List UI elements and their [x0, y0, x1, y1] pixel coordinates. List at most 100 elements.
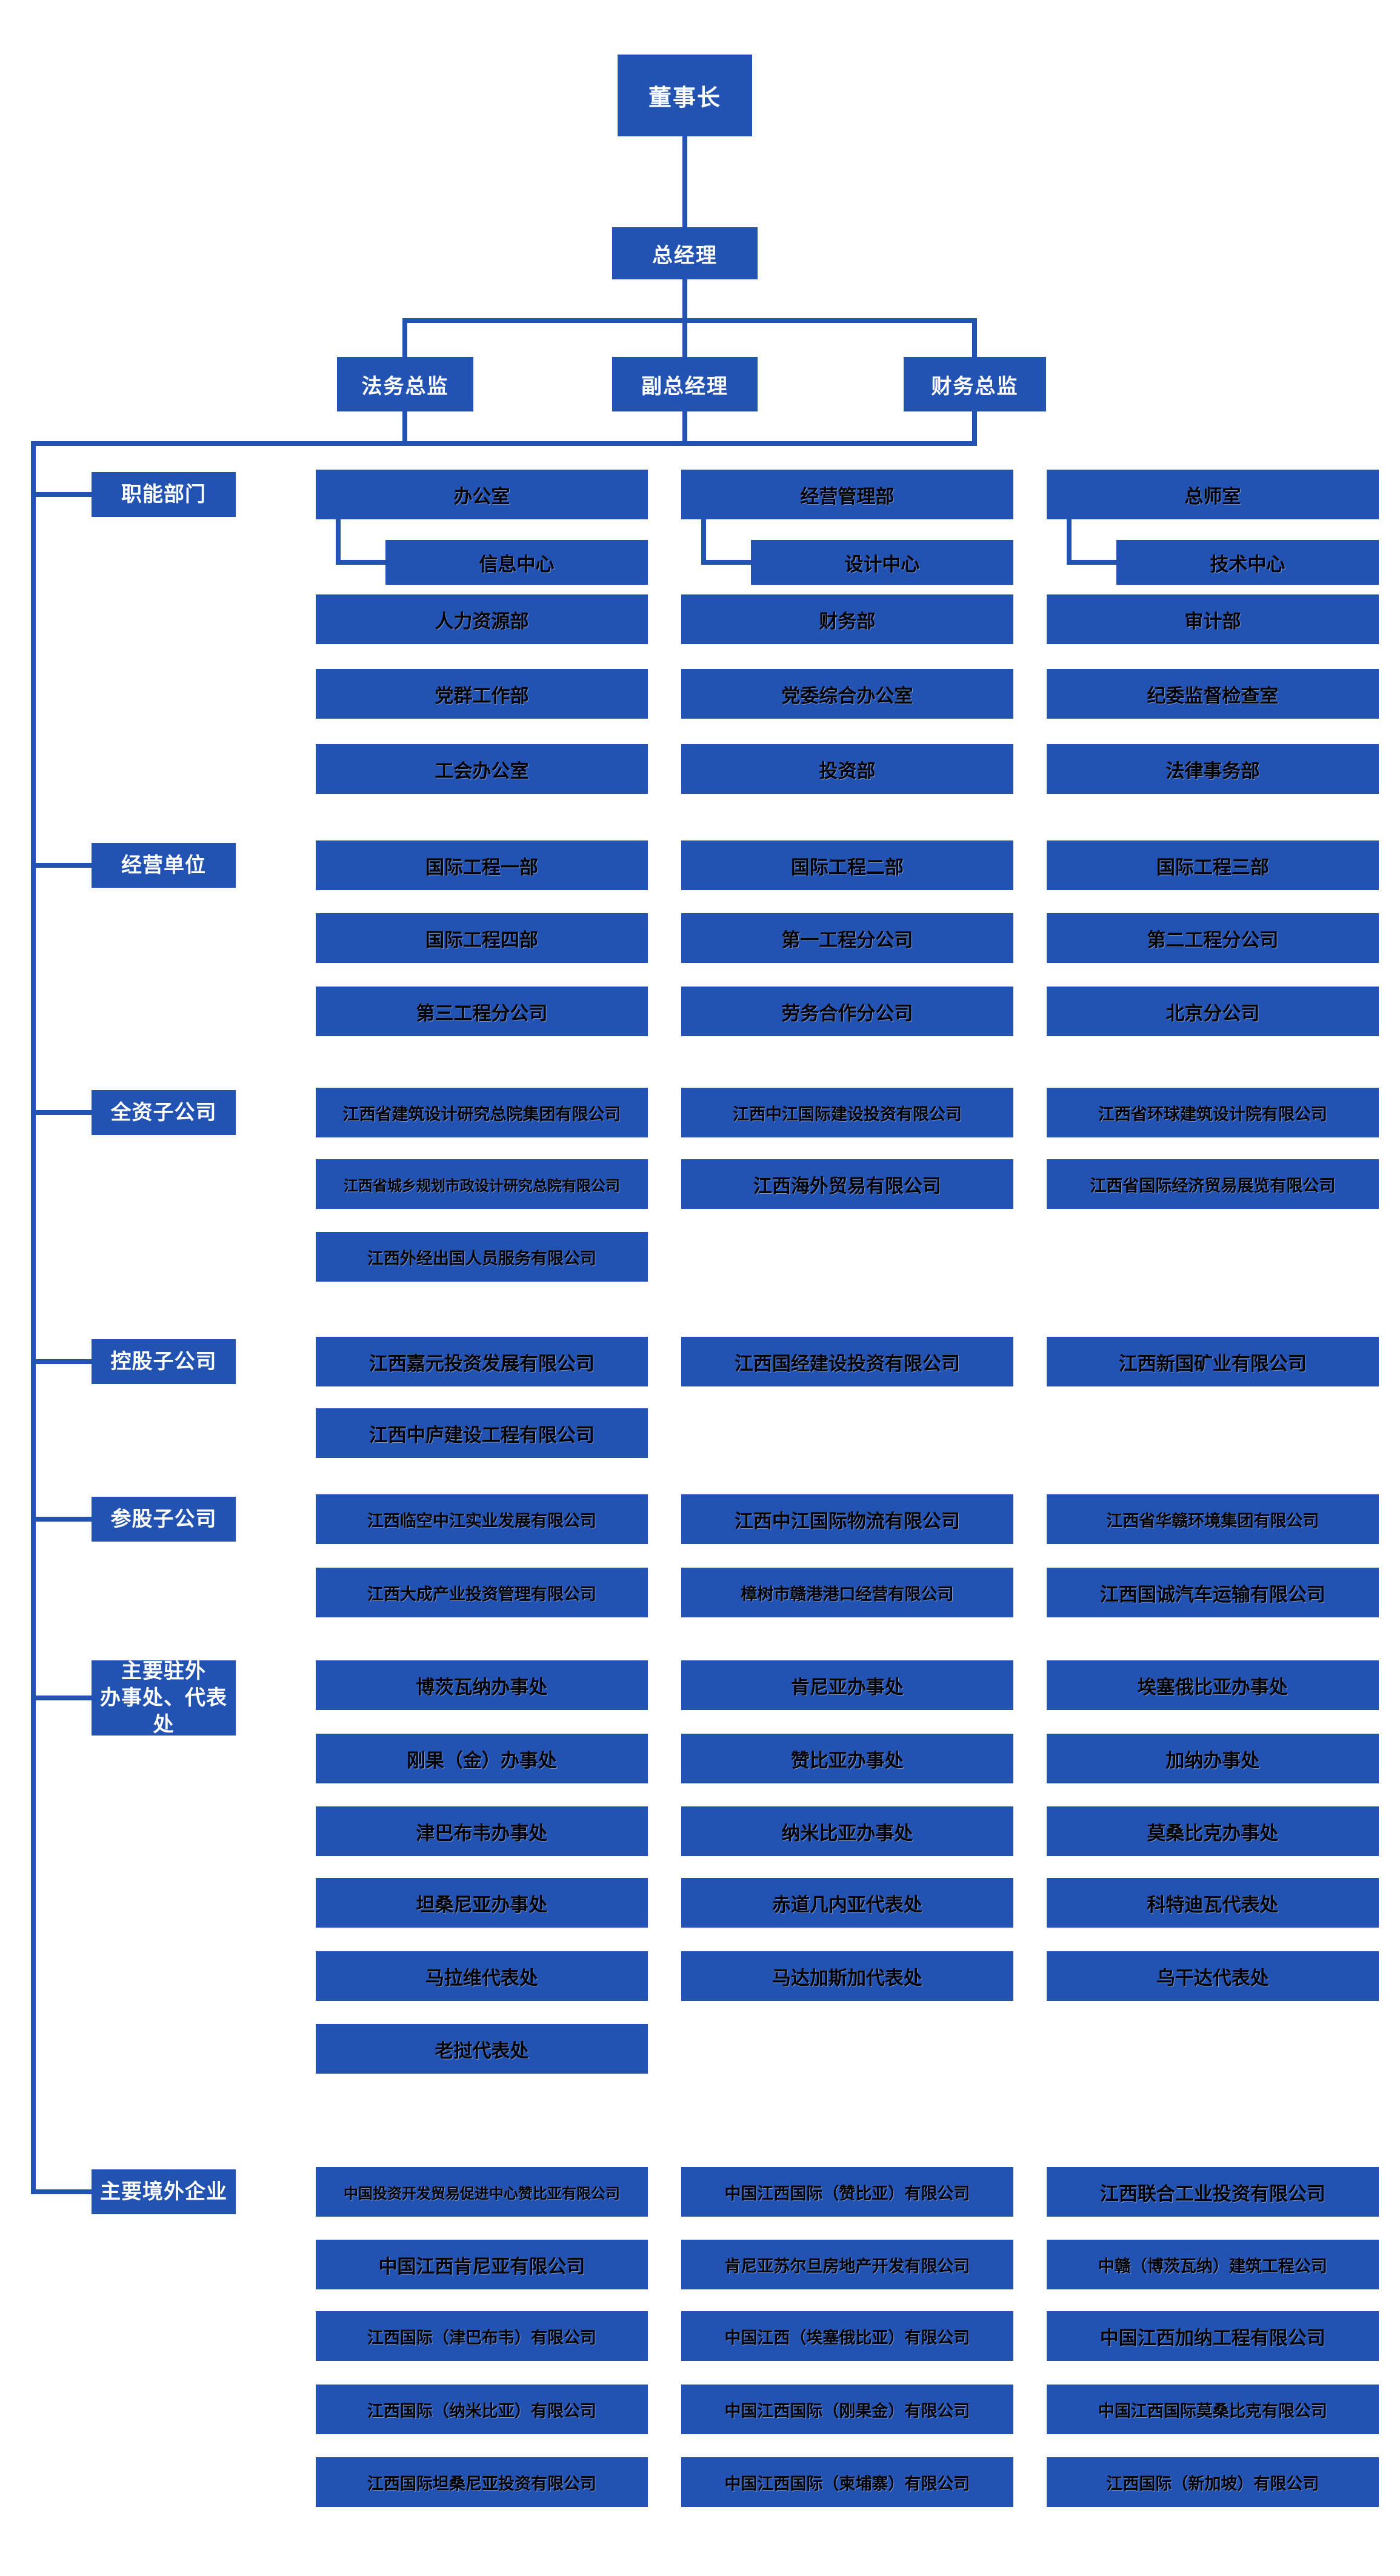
- connector-line: [31, 441, 977, 446]
- org-node: 赤道几内亚代表处: [681, 1878, 1013, 1928]
- org-node: 工会办公室: [316, 744, 648, 794]
- deputy-general-manager-node: 副总经理: [612, 357, 758, 411]
- org-node: 津巴布韦办事处: [316, 1806, 648, 1856]
- section-label-line: 办事处、代表处: [100, 1685, 227, 1737]
- org-node: 江西省建筑设计研究总院集团有限公司: [316, 1088, 648, 1137]
- connector-line: [402, 321, 407, 357]
- org-node: 肯尼亚苏尔旦房地产开发有限公司: [681, 2240, 1013, 2289]
- category-stub-line: [31, 1517, 92, 1522]
- org-subnode: 设计中心: [751, 540, 1013, 585]
- org-node: 加纳办事处: [1047, 1734, 1379, 1783]
- org-node: 劳务合作分公司: [681, 987, 1013, 1036]
- chairman-node: 董事长: [618, 55, 752, 136]
- org-node: 江西省华赣环境集团有限公司: [1047, 1494, 1379, 1544]
- org-node: 老挝代表处: [316, 2024, 648, 2074]
- elbow-connector: [336, 515, 341, 562]
- org-node: 中国投资开发贸易促进中心赞比亚有限公司: [316, 2167, 648, 2217]
- connector-line: [31, 441, 36, 2194]
- org-node: 江西中江国际物流有限公司: [681, 1494, 1013, 1544]
- org-node: 江西国际坦桑尼亚投资有限公司: [316, 2457, 648, 2507]
- org-node: 江西国际（纳米比亚）有限公司: [316, 2385, 648, 2434]
- connector-line: [682, 411, 687, 444]
- org-node: 经营管理部: [681, 470, 1013, 519]
- section-label-overseas-enterprises: 主要境外企业: [92, 2169, 236, 2214]
- org-node: 党群工作部: [316, 669, 648, 719]
- org-node: 江西中江国际建设投资有限公司: [681, 1088, 1013, 1137]
- org-node: 国际工程四部: [316, 913, 648, 963]
- org-node: 办公室: [316, 470, 648, 519]
- org-node: 江西外经出国人员服务有限公司: [316, 1232, 648, 1282]
- section-label-wholly-owned-subsidiaries: 全资子公司: [92, 1090, 236, 1135]
- category-stub-line: [31, 1696, 92, 1700]
- org-node: 第二工程分公司: [1047, 913, 1379, 963]
- section-label-line: 主要驻外: [121, 1659, 206, 1683]
- org-node: 樟树市赣港港口经营有限公司: [681, 1568, 1013, 1617]
- category-stub-line: [31, 863, 92, 868]
- connector-line: [972, 411, 977, 444]
- finance-director-node: 财务总监: [904, 357, 1046, 411]
- org-node: 江西国际（新加坡）有限公司: [1047, 2457, 1379, 2507]
- org-node: 法律事务部: [1047, 744, 1379, 794]
- org-node: 中国江西（埃塞俄比亚）有限公司: [681, 2311, 1013, 2361]
- org-node: 总师室: [1047, 470, 1379, 519]
- org-node: 江西国诚汽车运输有限公司: [1047, 1568, 1379, 1617]
- category-stub-line: [31, 2189, 92, 2194]
- section-label-functional-departments: 职能部门: [92, 472, 236, 517]
- org-node: 纪委监督检查室: [1047, 669, 1379, 719]
- org-node: 江西省国际经济贸易展览有限公司: [1047, 1159, 1379, 1209]
- org-node: 北京分公司: [1047, 987, 1379, 1036]
- org-node: 江西嘉元投资发展有限公司: [316, 1337, 648, 1386]
- org-node: 审计部: [1047, 594, 1379, 644]
- org-subnode: 技术中心: [1116, 540, 1379, 585]
- section-label-business-units: 经营单位: [92, 843, 236, 888]
- org-node: 国际工程二部: [681, 840, 1013, 890]
- org-node: 江西临空中江实业发展有限公司: [316, 1494, 648, 1544]
- org-subnode: 信息中心: [385, 540, 648, 585]
- connector-line: [682, 136, 687, 227]
- org-node: 江西新国矿业有限公司: [1047, 1337, 1379, 1386]
- org-node: 中国江西肯尼亚有限公司: [316, 2240, 648, 2289]
- org-node: 中国江西加纳工程有限公司: [1047, 2311, 1379, 2361]
- org-node: 投资部: [681, 744, 1013, 794]
- org-node: 博茨瓦纳办事处: [316, 1660, 648, 1710]
- org-node: 江西国经建设投资有限公司: [681, 1337, 1013, 1386]
- connector-line: [972, 321, 977, 357]
- category-stub-line: [31, 1110, 92, 1115]
- org-node: 坦桑尼亚办事处: [316, 1878, 648, 1928]
- elbow-connector: [701, 515, 706, 562]
- category-stub-line: [31, 1359, 92, 1364]
- org-node: 科特迪瓦代表处: [1047, 1878, 1379, 1928]
- org-node: 江西省环球建筑设计院有限公司: [1047, 1088, 1379, 1137]
- legal-director-node: 法务总监: [337, 357, 473, 411]
- org-node: 埃塞俄比亚办事处: [1047, 1660, 1379, 1710]
- elbow-connector: [1067, 515, 1072, 562]
- org-node: 人力资源部: [316, 594, 648, 644]
- org-node: 中赣（博茨瓦纳）建筑工程公司: [1047, 2240, 1379, 2289]
- org-node: 中国江西国际（柬埔寨）有限公司: [681, 2457, 1013, 2507]
- org-node: 江西大成产业投资管理有限公司: [316, 1568, 648, 1617]
- org-node: 党委综合办公室: [681, 669, 1013, 719]
- org-node: 国际工程一部: [316, 840, 648, 890]
- section-label-overseas-offices: 主要驻外 办事处、代表处: [92, 1659, 236, 1737]
- org-node: 第一工程分公司: [681, 913, 1013, 963]
- elbow-connector: [1067, 560, 1116, 565]
- org-node: 中国江西国际（赞比亚）有限公司: [681, 2167, 1013, 2217]
- org-node: 江西国际（津巴布韦）有限公司: [316, 2311, 648, 2361]
- org-node: 赞比亚办事处: [681, 1734, 1013, 1783]
- connector-line: [402, 411, 407, 444]
- org-node: 肯尼亚办事处: [681, 1660, 1013, 1710]
- org-node: 刚果（金）办事处: [316, 1734, 648, 1783]
- org-node: 莫桑比克办事处: [1047, 1806, 1379, 1856]
- general-manager-node: 总经理: [612, 227, 758, 279]
- org-node: 中国江西国际莫桑比克有限公司: [1047, 2385, 1379, 2434]
- org-node: 第三工程分公司: [316, 987, 648, 1036]
- org-node: 马达加斯加代表处: [681, 1951, 1013, 2001]
- elbow-connector: [336, 560, 385, 565]
- org-node: 国际工程三部: [1047, 840, 1379, 890]
- org-node: 江西省城乡规划市政设计研究总院有限公司: [316, 1159, 648, 1209]
- org-node: 江西联合工业投资有限公司: [1047, 2167, 1379, 2217]
- category-stub-line: [31, 492, 92, 497]
- org-node: 乌干达代表处: [1047, 1951, 1379, 2001]
- section-label-equity-participation-subsidiaries: 参股子公司: [92, 1497, 236, 1542]
